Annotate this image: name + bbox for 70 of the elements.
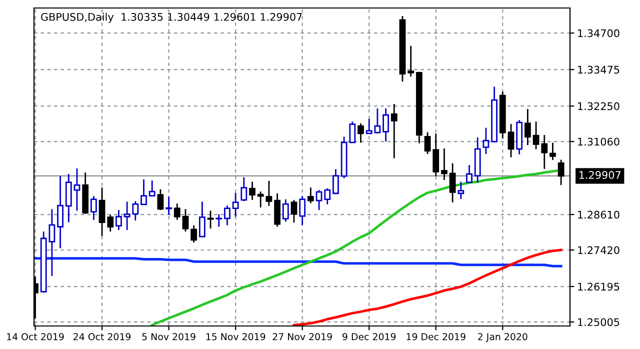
candlestick — [90, 195, 97, 221]
candlestick — [282, 198, 289, 222]
candlestick — [182, 208, 189, 232]
x-tick-label: 14 Oct 2019 — [7, 333, 64, 340]
candlestick — [224, 204, 230, 226]
candlestick — [449, 162, 456, 204]
candlestick — [432, 132, 440, 177]
candlestick — [466, 164, 472, 184]
candlestick — [424, 132, 431, 155]
candlestick — [332, 168, 339, 195]
candlestick — [324, 188, 331, 206]
x-tick-label: 9 Dec 2019 — [342, 333, 396, 340]
candlestick — [374, 108, 381, 134]
x-tick-label: 19 Dec 2019 — [406, 333, 466, 340]
candlestick — [232, 192, 239, 218]
candlestick — [408, 45, 414, 78]
chart-title: GBPUSD,Daily 1.30335 1.30449 1.29601 1.29907 — [41, 12, 302, 23]
candlestick — [166, 196, 172, 216]
candlestick — [541, 134, 548, 170]
candlestick — [482, 127, 490, 155]
candlestick — [366, 118, 372, 135]
y-tick-label: 1.27420 — [578, 246, 620, 254]
y-tick-label: 1.32250 — [578, 102, 620, 110]
candlestick — [290, 199, 298, 224]
y-tick-label: 1.25005 — [578, 318, 620, 326]
x-tick-label: 5 Nov 2019 — [142, 333, 196, 340]
candlestick — [299, 195, 306, 226]
candlestick — [107, 214, 114, 232]
candlestick — [98, 186, 106, 237]
candlestick — [207, 210, 214, 230]
candlestick — [307, 186, 314, 204]
x-tick-label: 15 Nov 2019 — [206, 333, 266, 340]
candlestick — [390, 103, 398, 159]
candlestick — [65, 173, 72, 223]
candlestick — [257, 190, 264, 208]
candlestick — [316, 189, 322, 211]
y-tick-label: 1.26195 — [578, 282, 620, 291]
candlestick — [274, 192, 280, 228]
candlestick — [532, 120, 540, 150]
x-tick-label: 24 Oct 2019 — [74, 333, 131, 340]
ref-line-label: 1.29907 — [579, 171, 621, 179]
y-tick-label: 1.34700 — [578, 29, 620, 38]
candlestick — [524, 108, 531, 146]
y-tick-label: 1.28610 — [578, 210, 620, 219]
candlestick — [74, 168, 80, 212]
candlestick — [382, 108, 389, 142]
y-tick-label: 1.31060 — [578, 138, 620, 146]
candlestick — [249, 181, 256, 201]
y-tick-label: 1.33475 — [578, 66, 620, 74]
line-series — [292, 248, 562, 326]
candlestick — [174, 202, 180, 221]
candlestick — [190, 224, 198, 244]
candlestick — [266, 180, 272, 207]
candlestick — [558, 159, 564, 186]
line-series — [34, 257, 562, 268]
candlestick — [140, 178, 147, 206]
candlestick — [550, 142, 556, 161]
candlestick — [216, 214, 222, 228]
x-tick-label: 27 Nov 2019 — [272, 333, 332, 340]
candlestick — [508, 123, 514, 158]
candlestick — [148, 180, 156, 197]
candlestick — [458, 181, 464, 200]
x-tick-label: 2 Jan 2020 — [478, 333, 528, 342]
candlestick — [57, 175, 64, 249]
candlestick — [198, 201, 206, 238]
candlestick — [358, 122, 364, 144]
candlestick — [116, 209, 122, 231]
candlestick — [441, 148, 448, 181]
candlestick — [157, 188, 164, 211]
candlestick — [240, 176, 248, 202]
